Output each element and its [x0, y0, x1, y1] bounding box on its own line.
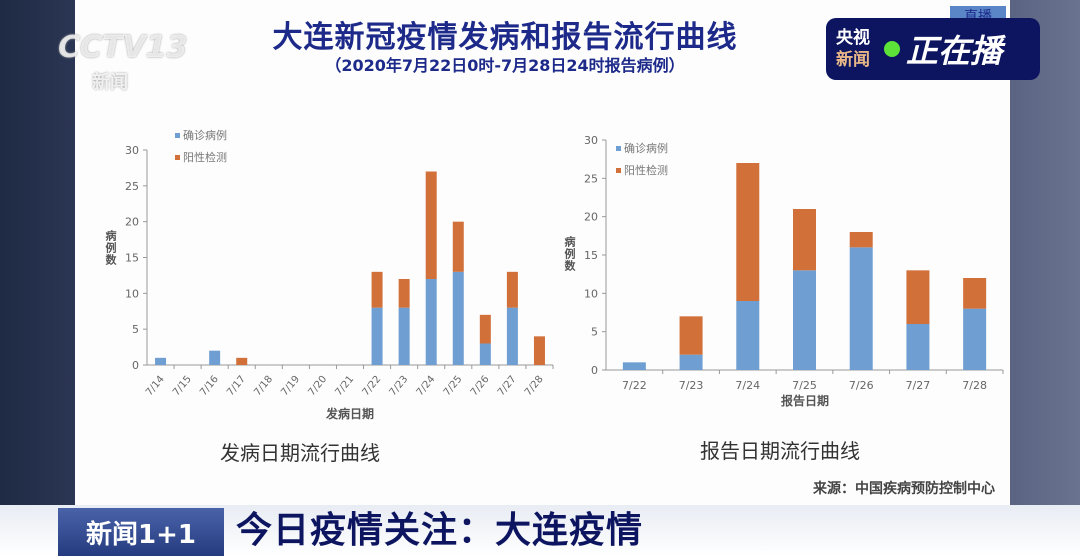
x-tick-label: 7/16 — [198, 374, 221, 398]
x-tick-label: 7/14 — [144, 374, 167, 398]
bar-positive-7/27 — [906, 270, 930, 324]
x-tick-label: 7/17 — [225, 374, 248, 398]
y-axis-label-onset: 病例数 — [104, 230, 117, 266]
charts: 0 5 10 15 20 25 30 7/14 7/15 7/16 7/17 7/18 7/19 7/20… — [125, 128, 1004, 497]
channel-logo-sub: 新闻 — [92, 72, 128, 93]
x-axis-label: 报告日期 — [781, 393, 829, 408]
x-tick-label: 7/27 — [496, 374, 519, 398]
topic-title: 今日疫情关注：大连疫情 — [236, 510, 644, 551]
y-axis-label-report: 病例数 — [563, 236, 576, 272]
x-tick-label: 7/21 — [333, 374, 356, 398]
bar-confirmed-7/25 — [793, 270, 816, 370]
y-tick-label: 20 — [584, 211, 598, 224]
y-tick-label: 5 — [591, 326, 598, 339]
channel-line2: 新闻 — [836, 50, 870, 70]
bar-positive-7/26 — [849, 232, 873, 248]
y-tick-label: 30 — [125, 144, 139, 157]
slide-subtitle: （2020年7月22日0时-7月28日24时报告病例） — [325, 56, 685, 75]
bar-positive-7/26 — [479, 314, 491, 344]
channel-line1: 央视 — [836, 28, 870, 48]
x-tick-label: 7/19 — [279, 374, 302, 398]
bar-confirmed-7/23 — [398, 307, 410, 365]
bar-confirmed-7/24 — [736, 301, 760, 370]
legend-label: 确诊病例 — [624, 141, 668, 155]
bar-positive-7/28 — [533, 336, 545, 365]
y-tick-label: 15 — [584, 249, 598, 262]
y-tick-label: 10 — [125, 287, 139, 300]
live-dot-icon — [884, 41, 900, 57]
legend-label: 阳性检测 — [624, 163, 668, 177]
y-tick-label: 0 — [132, 359, 139, 372]
bar-positive-7/25 — [452, 221, 464, 272]
slide-title: 大连新冠疫情发病和报告流行曲线 — [272, 20, 738, 55]
bar-confirmed-7/22 — [622, 362, 646, 370]
channel-logo: CCTV13 — [58, 30, 188, 65]
x-tick-label: 7/28 — [962, 379, 987, 392]
y-tick-label: 25 — [125, 180, 139, 193]
x-tick-label: 7/27 — [906, 379, 931, 392]
x-tick-label: 7/15 — [171, 374, 194, 398]
source-note: 来源：中国疾病预防控制中心 — [812, 480, 995, 497]
bar-confirmed-7/28 — [963, 308, 987, 370]
bar-confirmed-7/22 — [371, 307, 383, 365]
bar-positive-7/25 — [793, 209, 816, 271]
bar-positive-7/27 — [506, 271, 518, 308]
bar-confirmed-7/23 — [679, 354, 703, 370]
live-badge: 央视 新闻 正在播 — [826, 18, 1040, 80]
chart-caption: 报告日期流行曲线 — [700, 439, 860, 463]
x-tick-label: 7/26 — [469, 374, 492, 398]
bar-confirmed-7/16 — [209, 350, 221, 365]
channel-name: 央视 新闻 — [836, 27, 878, 71]
y-tick-label: 15 — [125, 252, 139, 265]
bar-confirmed-7/25 — [452, 271, 464, 365]
x-tick-label: 7/23 — [388, 374, 411, 398]
x-tick-label: 7/28 — [523, 374, 546, 398]
x-tick-label: 7/24 — [415, 374, 438, 398]
bar-positive-7/28 — [963, 278, 987, 309]
y-tick-label: 0 — [591, 364, 598, 377]
legend-label: 确诊病例 — [183, 128, 227, 142]
y-tick-label: 30 — [584, 134, 598, 147]
bar-confirmed-7/27 — [506, 307, 518, 365]
bar-positive-7/23 — [398, 279, 410, 308]
x-tick-label: 7/22 — [360, 374, 383, 398]
bar-positive-7/24 — [736, 163, 760, 301]
bar-confirmed-7/24 — [425, 279, 437, 365]
legend-label: 阳性检测 — [183, 150, 227, 164]
x-tick-label: 7/23 — [679, 379, 704, 392]
live-label: 正在播 — [906, 32, 1003, 70]
legend-swatch — [616, 168, 621, 173]
x-tick-label: 7/20 — [306, 374, 329, 398]
x-axis-label: 发病日期 — [325, 406, 374, 421]
show-logo: 新闻1+1 — [58, 508, 224, 556]
bar-confirmed-7/14 — [155, 357, 167, 365]
y-tick-label: 20 — [125, 216, 139, 229]
legend-swatch — [175, 133, 180, 138]
y-tick-label: 5 — [132, 323, 139, 336]
x-tick-label: 7/25 — [792, 379, 817, 392]
legend-swatch — [175, 155, 180, 160]
bar-positive-7/22 — [371, 271, 383, 308]
bar-positive-7/23 — [679, 316, 703, 355]
y-tick-label: 25 — [584, 172, 598, 185]
x-tick-label: 7/26 — [849, 379, 874, 392]
x-tick-label: 7/22 — [622, 379, 647, 392]
x-tick-label: 7/18 — [252, 374, 275, 398]
x-tick-label: 7/25 — [442, 374, 465, 398]
bar-positive-7/24 — [425, 171, 437, 279]
legend-swatch — [616, 146, 621, 151]
bar-positive-7/17 — [236, 357, 248, 365]
bar-confirmed-7/26 — [479, 343, 491, 365]
y-tick-label: 10 — [584, 287, 598, 300]
x-tick-label: 7/24 — [735, 379, 760, 392]
chart-caption: 发病日期流行曲线 — [220, 441, 380, 465]
bar-confirmed-7/26 — [849, 247, 873, 370]
bar-confirmed-7/27 — [906, 324, 930, 370]
